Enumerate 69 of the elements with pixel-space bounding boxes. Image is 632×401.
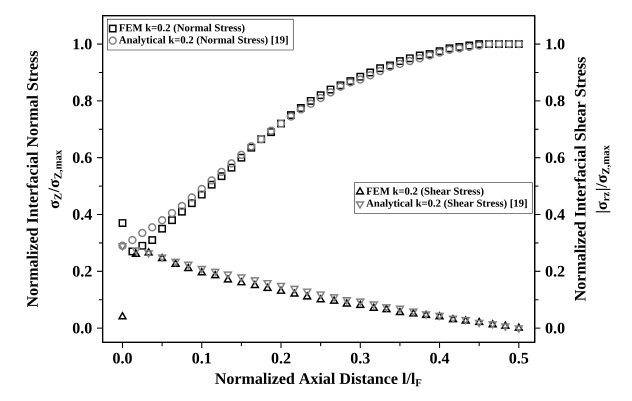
x-tick-label: 0.4 [430, 352, 450, 364]
legend-label: FEM k=0.2 (Normal Stress) [119, 24, 245, 34]
point [376, 66, 384, 76]
point [178, 208, 186, 216]
y2-tick-label: 0.0 [546, 322, 564, 334]
point [228, 164, 236, 172]
point [227, 159, 236, 168]
point [188, 199, 196, 208]
point [356, 72, 364, 81]
y2-tick-label: 0.4 [546, 209, 565, 220]
point [198, 184, 206, 194]
point [128, 248, 136, 256]
point [237, 150, 246, 160]
x-tick-label: 0.3 [350, 352, 370, 364]
point [178, 202, 186, 210]
point [326, 88, 335, 97]
point [207, 176, 216, 185]
legend-label: Analytical k=0.2 (Shear Stress) [19] [366, 199, 527, 209]
point [366, 68, 374, 76]
point [306, 96, 315, 105]
x-tick-label: 0.5 [509, 352, 528, 364]
x-tick-label: 0.2 [272, 352, 290, 364]
x-tick-label: 0.1 [192, 352, 211, 364]
point [198, 190, 206, 199]
x-tick-label: 0.0 [113, 352, 132, 364]
point [158, 216, 166, 224]
point [306, 100, 315, 108]
point [396, 57, 404, 66]
point [148, 223, 156, 232]
point [128, 236, 137, 244]
point [416, 52, 424, 60]
point [237, 154, 246, 162]
point [316, 91, 325, 100]
point [158, 224, 166, 233]
y2-tick-label: 0.8 [546, 95, 565, 106]
point [396, 60, 404, 68]
point [406, 56, 414, 66]
x-axis-title: Normalized Axial Distance l/l$_{F}$ [215, 372, 422, 386]
y-tick-label: 0.2 [72, 266, 92, 277]
y-tick-label: 1.0 [74, 38, 92, 50]
y2-tick-label: 1.0 [546, 38, 564, 50]
y2-tick-label: 0.6 [546, 152, 565, 164]
point [118, 219, 126, 227]
point [356, 75, 364, 84]
point [188, 193, 196, 202]
point [138, 228, 147, 238]
y-tick-label: 0.4 [72, 209, 92, 220]
y2-axis-title: Normalized Interfacial Shear Stress [574, 57, 586, 301]
point [366, 71, 374, 80]
point [406, 54, 414, 62]
text: |σ$_{rz}$|/σ$_{Z,max}$ [596, 145, 611, 212]
point [168, 208, 176, 218]
y-tick-label: 0.6 [72, 152, 92, 164]
point [326, 86, 334, 94]
y-tick-label: 0.0 [72, 322, 92, 334]
y-axis-title: Normalized Interfacial Normal Stress [26, 50, 38, 308]
point [416, 54, 424, 62]
point [208, 180, 216, 189]
y2-tick-label: 0.2 [546, 266, 564, 277]
legend-label: FEM k=0.2 (Shear Stress) [366, 187, 484, 197]
point [217, 168, 226, 176]
point [376, 64, 384, 72]
point [148, 236, 156, 244]
point [316, 94, 325, 102]
point [218, 172, 226, 180]
point [168, 216, 176, 224]
legend-label: Analytical k=0.2 (Normal Stress) [19] [118, 36, 288, 46]
y-tick-label: 0.8 [72, 95, 92, 106]
text: σ$_{Z}$/σ$_{Z,max}$ [48, 150, 64, 208]
